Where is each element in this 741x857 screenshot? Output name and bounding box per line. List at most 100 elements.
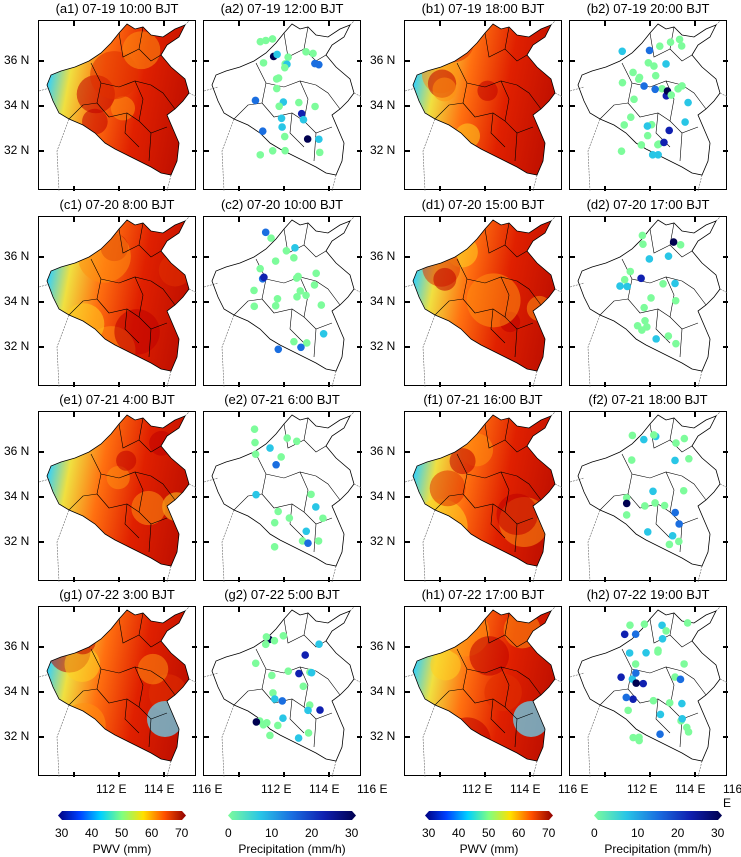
station-dot <box>676 675 685 684</box>
panel-title: (f1) 07-21 16:00 BJT <box>423 392 543 407</box>
colorbar-tick-label: 30 <box>711 826 725 840</box>
station-dot <box>280 132 289 141</box>
station-dot <box>649 487 657 496</box>
station-dot <box>654 648 662 656</box>
pwv-map-panel <box>38 606 197 777</box>
station-dot <box>638 231 647 240</box>
station-dot <box>616 282 624 290</box>
station-dot <box>260 273 268 282</box>
colorbar-tick-label: 50 <box>115 826 129 840</box>
station-dot <box>618 78 627 87</box>
station-dot <box>251 96 260 105</box>
panel-title: (a2) 07-19 12:00 BJT <box>220 1 344 16</box>
station-dot <box>675 35 684 44</box>
station-dot <box>632 679 640 687</box>
panel-title: (a1) 07-19 10:00 BJT <box>55 1 179 16</box>
latitude-label: 32 N <box>370 143 396 157</box>
station-dot <box>683 619 692 627</box>
station-dot <box>624 706 632 715</box>
colorbar-tick-label: 10 <box>265 826 279 840</box>
station-dot <box>299 115 308 124</box>
latitude-label: 32 N <box>370 729 396 743</box>
station-dot <box>314 537 323 545</box>
station-dot <box>620 121 629 129</box>
station-dot <box>303 135 312 143</box>
station-dot <box>677 42 686 50</box>
station-dot <box>620 275 629 284</box>
panel-title: (h1) 07-22 17:00 BJT <box>421 587 545 602</box>
station-dot <box>637 274 645 283</box>
station-dot <box>302 339 311 347</box>
station-dot <box>623 282 632 291</box>
station-dot <box>631 630 640 638</box>
latitude-label: 36 N <box>370 639 396 653</box>
colorbar-tick-label: 20 <box>305 826 319 840</box>
station-dot <box>268 35 277 43</box>
station-dot <box>629 68 637 77</box>
station-dot <box>651 499 659 507</box>
colorbar-tick-label: 30 <box>422 826 436 840</box>
station-dot <box>259 59 268 67</box>
station-dot <box>659 279 667 288</box>
station-dot <box>261 640 270 649</box>
station-dot <box>278 697 287 705</box>
latitude-label: 32 N <box>4 534 30 548</box>
longitude-label: 116 E <box>192 782 223 796</box>
station-dot <box>279 631 288 640</box>
station-dot <box>641 502 649 510</box>
station-dot <box>268 671 276 680</box>
station-dot <box>664 252 673 260</box>
longitude-label: 116 E <box>558 782 589 796</box>
station-dot <box>266 444 274 452</box>
station-dot <box>269 689 277 697</box>
latitude-label: 36 N <box>370 53 396 67</box>
station-dot <box>635 73 644 82</box>
colorbar-tick-label: 40 <box>452 826 466 840</box>
station-dot <box>644 58 653 67</box>
station-dot <box>652 335 660 343</box>
pwv-colorbar <box>425 811 553 820</box>
latitude-label: 34 N <box>4 98 30 112</box>
station-dot <box>645 46 654 55</box>
station-dot <box>270 695 279 703</box>
station-dot <box>651 71 660 80</box>
station-dot <box>685 454 693 463</box>
station-dot <box>294 272 302 281</box>
station-dot <box>642 649 650 657</box>
station-dot <box>668 531 677 540</box>
station-dot <box>643 528 652 536</box>
station-dot <box>312 269 320 278</box>
station-dot <box>665 540 674 549</box>
station-dot <box>295 669 303 678</box>
station-dot <box>284 53 292 61</box>
station-dot <box>658 621 666 630</box>
pwv-map-panel <box>38 216 197 387</box>
panel-title: (e2) 07-21 6:00 BJT <box>224 392 340 407</box>
panel-title: (d1) 07-20 15:00 BJT <box>421 197 545 212</box>
latitude-label: 36 N <box>4 53 30 67</box>
colorbar-label: Precipitation (mm/h) <box>238 842 346 856</box>
station-dot <box>625 649 634 657</box>
station-dot <box>296 287 305 295</box>
colorbar-tick-label: 30 <box>55 826 69 840</box>
station-dot <box>669 238 678 246</box>
station-dot <box>297 343 305 352</box>
station-dot <box>640 303 648 312</box>
station-dot <box>302 48 310 56</box>
station-dot <box>671 279 679 288</box>
station-dot <box>275 102 283 111</box>
station-dot <box>317 301 326 309</box>
station-dot <box>678 699 686 708</box>
station-dot <box>316 706 324 714</box>
station-dot <box>262 36 270 45</box>
station-dot <box>250 425 259 433</box>
station-dot <box>268 146 277 155</box>
station-dot <box>251 659 260 668</box>
longitude-label: 116 E <box>723 782 741 810</box>
station-dot <box>650 431 658 439</box>
station-dot <box>295 98 303 107</box>
station-dot <box>647 294 655 302</box>
latitude-label: 34 N <box>370 294 396 308</box>
station-dot <box>281 146 289 155</box>
station-dot <box>261 228 270 237</box>
